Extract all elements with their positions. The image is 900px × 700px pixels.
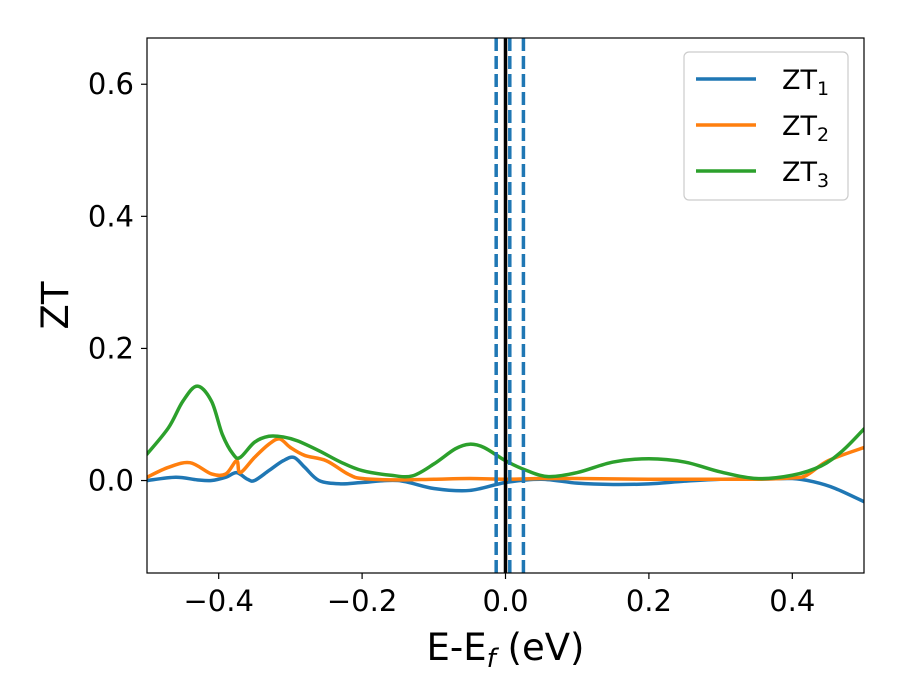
series-line-zt3 bbox=[147, 384, 864, 481]
legend-label: ZT2 bbox=[782, 111, 829, 146]
axes: −0.4 −0.2 0.0 0.2 0.4 0.0 0.2 0.4 0.6 E-Ef (eV) ZT bbox=[34, 67, 815, 674]
y-tick-label: 0.0 bbox=[88, 464, 134, 498]
x-tick-label: 0.4 bbox=[769, 584, 815, 618]
plot-area bbox=[147, 38, 864, 573]
legend-box bbox=[683, 51, 849, 201]
x-tick-label: −0.2 bbox=[327, 584, 397, 618]
x-tick-label: 0.2 bbox=[626, 584, 672, 618]
legend: ZT1 ZT2 ZT3 bbox=[683, 51, 849, 201]
y-tick-label: 0.6 bbox=[88, 67, 134, 101]
series-line-zt2 bbox=[147, 437, 864, 482]
y-axis-title: ZT bbox=[34, 281, 77, 329]
y-tick-label: 0.2 bbox=[88, 331, 134, 365]
legend-label: ZT3 bbox=[782, 157, 829, 192]
x-tick-label: −0.4 bbox=[183, 584, 253, 618]
legend-label: ZT1 bbox=[782, 65, 829, 100]
y-tick-label: 0.4 bbox=[88, 199, 134, 233]
x-axis-title: E-Ef (eV) bbox=[427, 626, 585, 674]
x-tick-label: 0.0 bbox=[482, 584, 528, 618]
